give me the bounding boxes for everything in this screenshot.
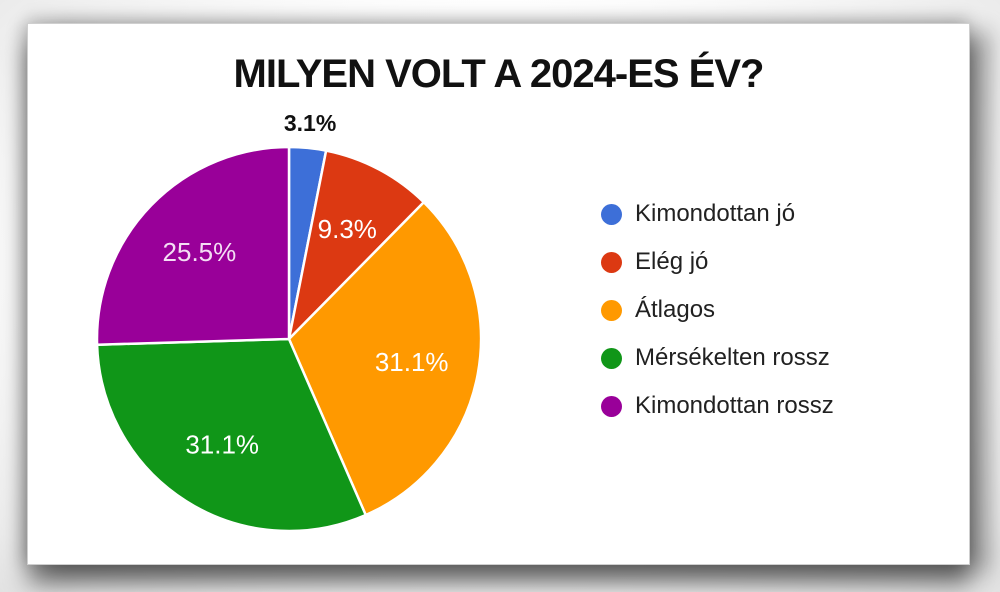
legend-item-atlagos: Átlagos — [601, 293, 834, 327]
legend-swatch-icon-kimondottan-jo — [601, 203, 622, 225]
legend-swatch-icon-kimondottan-rossz — [601, 395, 622, 417]
pie-slice-atlagos — [287, 201, 483, 517]
pie-slice-mersekelten-rossz — [95, 337, 367, 533]
legend-item-kimondottan-jo: Kimondottan jó — [601, 197, 834, 231]
pie-slice-kimondottan-rossz — [95, 145, 291, 346]
legend-item-label: Mérsékelten rossz — [635, 344, 830, 371]
legend-swatch-icon-eleg-jo — [601, 251, 622, 273]
legend-item-label: Átlagos — [635, 296, 716, 323]
chart-legend: Kimondottan jó Elég jó Átlagos Mérsékelten … — [601, 197, 834, 423]
slice-percent-label-eleg-jo: 9.3% — [318, 214, 377, 244]
pie-slice-eleg-jo — [287, 149, 426, 341]
legend-item-mersekelten-rossz: Mérsékelten rossz — [601, 341, 834, 375]
slice-percent-label-kimondottan-rossz: 25.5% — [163, 237, 237, 267]
legend-swatch-icon-mersekelten-rossz — [601, 347, 622, 369]
legend-item-eleg-jo: Elég jó — [601, 245, 834, 279]
pie-chart-svg: 3.1% 9.3% 31.1% 31.1% 25.5% — [95, 110, 483, 533]
legend-item-label: Kimondottan jó — [635, 200, 796, 227]
legend-item-kimondottan-rossz: Kimondottan rossz — [601, 389, 834, 423]
slice-percent-label-mersekelten-rossz: 31.1% — [185, 430, 259, 460]
legend-item-label: Kimondottan rossz — [635, 392, 834, 419]
legend-swatch-icon-atlagos — [601, 299, 622, 321]
chart-card: MILYEN VOLT A 2024-ES ÉV? 3.1% 9.3% 31.1% 3… — [27, 23, 970, 565]
chart-title: MILYEN VOLT A 2024-ES ÉV? — [233, 52, 765, 96]
legend-item-label: Elég jó — [635, 248, 709, 275]
slice-percent-label-atlagos: 31.1% — [375, 347, 449, 377]
slice-percent-label-kimondottan-jo: 3.1% — [284, 110, 336, 136]
